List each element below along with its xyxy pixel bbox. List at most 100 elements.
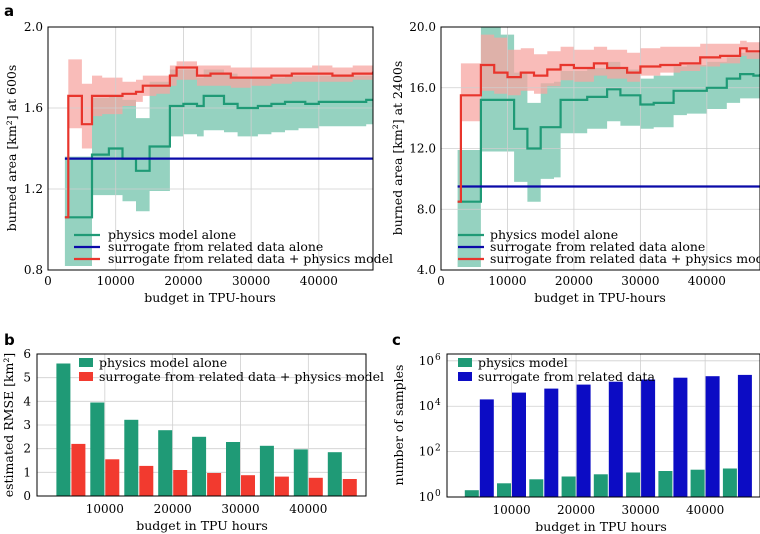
x-tick-label: 20000 bbox=[154, 502, 192, 516]
legend-label-physics: physics model bbox=[478, 355, 568, 370]
bar-physics bbox=[593, 474, 608, 497]
panel-label-c: c bbox=[392, 331, 401, 349]
bar-surrogate bbox=[608, 381, 623, 497]
y-tick-label: 8.0 bbox=[417, 202, 436, 216]
bar-physics bbox=[124, 419, 139, 496]
x-tick-label: 0 bbox=[44, 274, 52, 288]
x-tick-label: 40000 bbox=[300, 274, 338, 288]
x-tick-label: 30000 bbox=[622, 503, 660, 517]
y-axis-label: estimated RMSE [km²] bbox=[1, 353, 16, 498]
bar-combined bbox=[274, 476, 289, 496]
legend-label-physics: physics model alone bbox=[490, 227, 618, 242]
x-tick-label: 10000 bbox=[97, 274, 135, 288]
chart-burned-area-2400s: 0 10000 20000 30000 400004.08.012.016.020.0 … bbox=[390, 20, 760, 305]
bar-combined bbox=[139, 465, 154, 496]
legend-label-combined: surrogate from related data + physics mo… bbox=[108, 251, 393, 266]
x-tick-label: 20000 bbox=[555, 274, 593, 288]
legend-label-physics: physics model alone bbox=[99, 355, 227, 370]
bar-physics bbox=[561, 476, 576, 497]
y-tick-label: 3 bbox=[23, 418, 31, 432]
legend: physics model surrogate from related dat… bbox=[458, 355, 655, 384]
y-tick-label: 4 bbox=[23, 394, 31, 408]
x-axis-label: budget in TPU-hours bbox=[144, 290, 276, 305]
bar-surrogate bbox=[512, 392, 526, 497]
y-tick-label: 2.0 bbox=[24, 20, 43, 34]
legend: physics model alone surrogate from relat… bbox=[79, 355, 384, 384]
y-axis-label: burned area [km²] at 2400s bbox=[390, 61, 405, 236]
y-tick-label: 12.0 bbox=[409, 142, 436, 156]
y-tick-label: 0 bbox=[23, 489, 31, 503]
x-tick-label: 20000 bbox=[557, 503, 595, 517]
x-tick-label: 30000 bbox=[221, 502, 259, 516]
bar-surrogate bbox=[673, 377, 688, 497]
bar-physics bbox=[259, 445, 274, 496]
y-tick-exponent: 6 bbox=[435, 353, 441, 363]
bar-physics bbox=[192, 436, 207, 496]
x-tick-label: 20000 bbox=[164, 274, 202, 288]
legend-label-surrogate: surrogate from related data bbox=[478, 369, 655, 384]
legend: physics model alone surrogate from relat… bbox=[74, 227, 393, 266]
legend-swatch-physics bbox=[458, 358, 472, 367]
y-tick-label: 5 bbox=[23, 371, 31, 385]
y-tick-label: 10 bbox=[419, 445, 434, 459]
bar-physics bbox=[626, 472, 641, 497]
y-tick-label: 1 bbox=[23, 465, 31, 479]
bar-physics bbox=[658, 471, 673, 497]
line-combined bbox=[457, 47, 760, 203]
y-tick-label: 10 bbox=[419, 354, 434, 368]
y-axis-label: number of samples bbox=[391, 365, 406, 486]
x-tick-label: 40000 bbox=[688, 274, 726, 288]
legend-swatch-combined bbox=[79, 372, 93, 381]
bar-surrogate bbox=[737, 374, 752, 497]
plot-frame bbox=[47, 26, 374, 271]
bar-combined bbox=[207, 473, 222, 496]
x-tick-label: 30000 bbox=[232, 274, 270, 288]
plot-frame bbox=[440, 26, 760, 271]
x-axis-label: budget in TPU-hours bbox=[534, 290, 666, 305]
bar-surrogate bbox=[641, 379, 656, 497]
bar-physics bbox=[327, 452, 342, 496]
y-tick-label: 0.8 bbox=[24, 263, 43, 277]
legend-swatch-surrogate bbox=[458, 372, 472, 381]
y-tick-label: 1.6 bbox=[24, 101, 43, 115]
x-tick-label: 0 bbox=[437, 274, 445, 288]
bar-combined bbox=[105, 459, 120, 496]
x-tick-label: 30000 bbox=[621, 274, 659, 288]
legend-swatch-physics bbox=[79, 358, 93, 367]
bar-physics bbox=[529, 479, 544, 497]
bar-combined bbox=[342, 479, 357, 496]
bar-surrogate bbox=[479, 399, 494, 497]
bar-physics bbox=[464, 490, 479, 497]
legend-label-surrogate: surrogate from related data alone bbox=[108, 239, 323, 254]
panel-label-b: b bbox=[4, 331, 15, 349]
bar-surrogate bbox=[576, 384, 591, 497]
plot-frame bbox=[446, 353, 760, 498]
x-tick-label: 40000 bbox=[289, 502, 327, 516]
legend-label-physics: physics model alone bbox=[108, 227, 236, 242]
x-tick-label: 10000 bbox=[492, 503, 530, 517]
bar-combined bbox=[308, 477, 323, 496]
bar-combined bbox=[173, 470, 188, 496]
legend-label-combined: surrogate from related data + physics mo… bbox=[490, 251, 760, 266]
y-tick-label: 10 bbox=[419, 490, 434, 504]
line-combined bbox=[64, 66, 373, 219]
x-tick-label: 10000 bbox=[86, 502, 124, 516]
chart-estimated-rmse: 10000 20000 30000 40000 0 1 2 3 4 5 6 budget in TP… bbox=[1, 347, 384, 533]
bar-physics bbox=[722, 468, 737, 497]
y-tick-label: 1.2 bbox=[24, 182, 43, 196]
y-tick-exponent: 4 bbox=[435, 398, 441, 408]
bar-physics bbox=[293, 449, 308, 496]
y-tick-exponent: 2 bbox=[435, 444, 441, 454]
bar-combined bbox=[71, 443, 86, 496]
line-physics bbox=[457, 73, 760, 203]
bar-physics bbox=[497, 483, 511, 497]
bar-combined bbox=[241, 475, 255, 496]
y-axis-label: burned area [km²] at 600s bbox=[4, 65, 19, 232]
y-tick-label: 10 bbox=[419, 399, 434, 413]
y-tick-label: 20.0 bbox=[409, 20, 436, 34]
x-tick-label: 40000 bbox=[686, 503, 724, 517]
legend: physics model alone surrogate from relat… bbox=[458, 227, 760, 266]
panel-label-a: a bbox=[4, 2, 14, 20]
